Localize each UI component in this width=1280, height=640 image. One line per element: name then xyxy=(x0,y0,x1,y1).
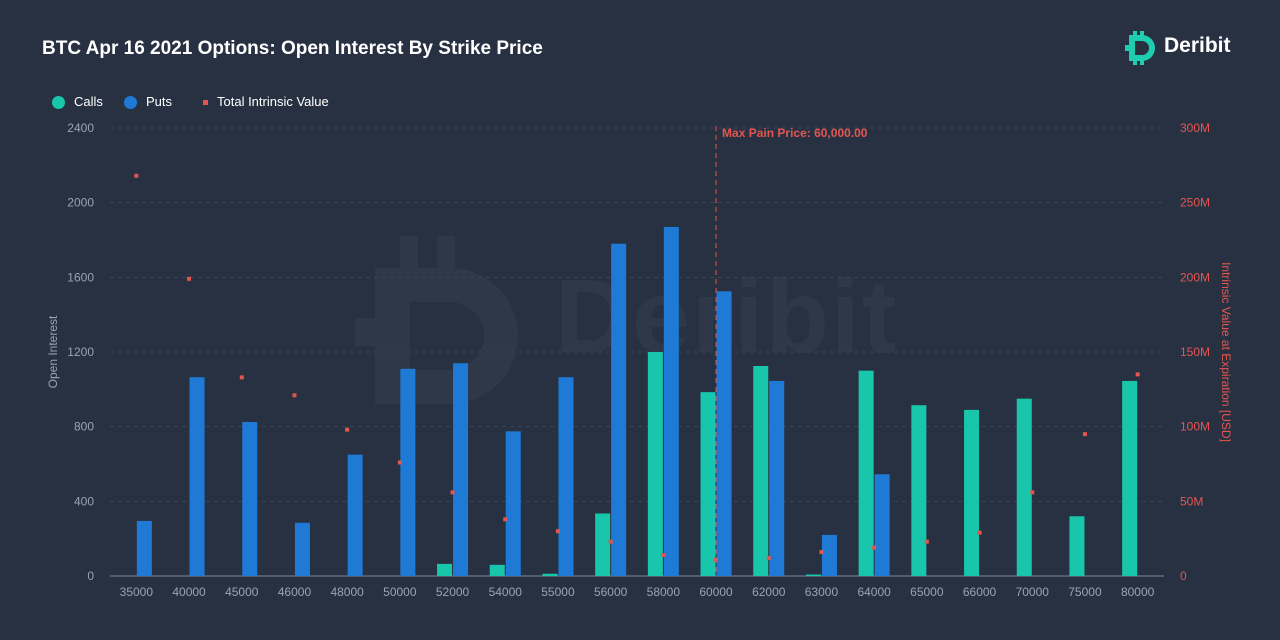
legend-marker-puts xyxy=(124,96,137,109)
y2-axis-title: Intrinsic Value at Expiration [USD] xyxy=(1219,262,1233,442)
point-intrinsic-value xyxy=(924,539,929,544)
bar-puts xyxy=(242,422,258,576)
legend-label-intrinsic-value: Total Intrinsic Value xyxy=(217,94,329,109)
bar-calls xyxy=(647,352,663,576)
x-tick-label: 40000 xyxy=(172,585,206,599)
y2-tick-label: 100M xyxy=(1180,420,1210,434)
y-tick-label: 0 xyxy=(87,569,94,583)
bar-puts xyxy=(505,431,521,576)
y-tick-label: 2400 xyxy=(67,121,94,135)
x-tick-label: 52000 xyxy=(436,585,470,599)
bar-calls xyxy=(753,366,769,576)
bar-calls xyxy=(911,405,927,576)
x-tick-label: 54000 xyxy=(489,585,523,599)
deribit-logo-icon xyxy=(1125,31,1155,65)
y2-tick-label: 250M xyxy=(1180,196,1210,210)
point-intrinsic-value xyxy=(450,490,455,495)
bar-calls xyxy=(858,370,874,576)
x-tick-label: 75000 xyxy=(1068,585,1102,599)
x-tick-label: 35000 xyxy=(120,585,154,599)
chart-title: BTC Apr 16 2021 Options: Open Interest B… xyxy=(42,38,543,59)
bar-calls xyxy=(1122,380,1138,576)
point-intrinsic-value xyxy=(187,276,192,281)
x-tick-label: 58000 xyxy=(647,585,681,599)
x-tick-label: 66000 xyxy=(963,585,997,599)
deribit-logo: Deribit xyxy=(1124,30,1244,66)
bar-puts xyxy=(453,363,469,576)
bar-puts xyxy=(136,520,152,576)
y-tick-label: 800 xyxy=(74,420,94,434)
point-intrinsic-value xyxy=(1030,490,1035,495)
point-intrinsic-value xyxy=(397,460,402,465)
brand-name: Deribit xyxy=(1164,34,1231,57)
y2-tick-label: 300M xyxy=(1180,121,1210,135)
point-intrinsic-value xyxy=(239,375,244,380)
bar-puts xyxy=(874,474,890,576)
bar-puts xyxy=(769,380,785,576)
x-tick-label: 55000 xyxy=(541,585,575,599)
bar-calls xyxy=(964,409,980,576)
x-tick-label: 45000 xyxy=(225,585,259,599)
bar-calls xyxy=(1016,398,1032,576)
legend-marker-intrinsic-value xyxy=(203,100,208,105)
point-intrinsic-value xyxy=(1082,432,1087,437)
x-tick-label: 70000 xyxy=(1016,585,1050,599)
point-intrinsic-value xyxy=(503,517,508,522)
bar-puts xyxy=(663,226,679,576)
bar-calls xyxy=(542,573,558,576)
point-intrinsic-value xyxy=(292,393,297,398)
max-pain-label: Max Pain Price: 60,000.00 xyxy=(722,126,868,140)
y-tick-label: 1200 xyxy=(67,345,94,359)
bar-puts xyxy=(821,534,837,576)
bar-puts xyxy=(558,377,574,576)
point-intrinsic-value xyxy=(977,530,982,535)
point-intrinsic-value xyxy=(1135,372,1140,377)
point-intrinsic-value xyxy=(872,545,877,550)
y-tick-label: 1600 xyxy=(67,270,94,284)
y-axis-title: Open Interest xyxy=(46,315,60,388)
bar-puts xyxy=(189,377,205,576)
x-tick-label: 80000 xyxy=(1121,585,1155,599)
y-tick-label: 2000 xyxy=(67,196,94,210)
point-intrinsic-value xyxy=(134,173,139,178)
point-intrinsic-value xyxy=(766,556,771,561)
x-tick-label: 64000 xyxy=(857,585,891,599)
y2-tick-label: 150M xyxy=(1180,345,1210,359)
point-intrinsic-value xyxy=(555,529,560,534)
bar-calls xyxy=(437,563,453,576)
bar-calls xyxy=(595,513,611,576)
bar-calls xyxy=(700,392,716,576)
legend-label-puts: Puts xyxy=(146,94,173,109)
bar-calls xyxy=(805,574,821,576)
x-tick-label: 65000 xyxy=(910,585,944,599)
y2-tick-label: 0 xyxy=(1180,569,1187,583)
legend-marker-calls xyxy=(52,96,65,109)
bar-puts xyxy=(611,243,627,576)
bar-calls xyxy=(489,564,505,576)
y2-tick-label: 50M xyxy=(1180,494,1203,508)
bar-puts xyxy=(716,291,732,576)
bar-puts xyxy=(294,522,310,576)
x-tick-label: 63000 xyxy=(805,585,839,599)
x-tick-label: 46000 xyxy=(278,585,312,599)
y-tick-label: 400 xyxy=(74,494,94,508)
bar-puts xyxy=(347,454,363,576)
bar-puts xyxy=(400,368,416,576)
legend-label-calls: Calls xyxy=(74,94,103,109)
bar-calls xyxy=(1069,516,1085,576)
x-tick-label: 50000 xyxy=(383,585,417,599)
point-intrinsic-value xyxy=(819,550,824,555)
x-tick-label: 56000 xyxy=(594,585,628,599)
y2-tick-label: 200M xyxy=(1180,270,1210,284)
x-tick-label: 60000 xyxy=(699,585,733,599)
point-intrinsic-value xyxy=(661,553,666,558)
point-intrinsic-value xyxy=(608,539,613,544)
x-tick-label: 62000 xyxy=(752,585,786,599)
x-tick-label: 48000 xyxy=(330,585,364,599)
point-intrinsic-value xyxy=(345,427,350,432)
